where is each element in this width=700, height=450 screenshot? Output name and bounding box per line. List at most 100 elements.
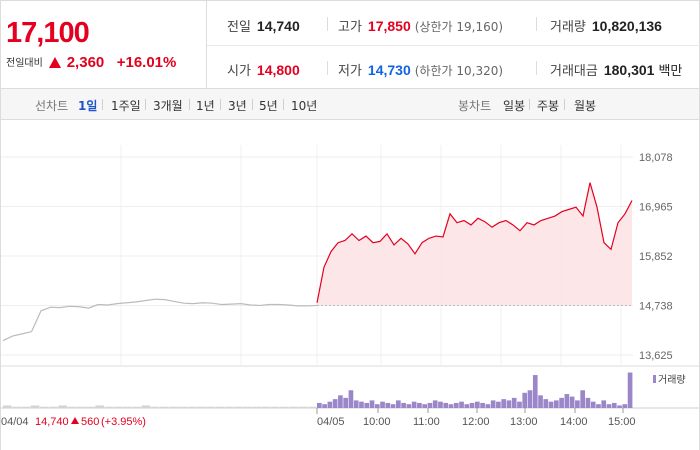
today-volume-bar xyxy=(496,401,501,408)
change-rate: +16.01% xyxy=(116,54,177,71)
turnover-stat: 거래대금 180,301 백만 xyxy=(550,60,682,79)
today-volume-bar xyxy=(490,400,496,408)
separator xyxy=(327,61,328,75)
prev-day-volume-bar xyxy=(30,405,40,408)
tab-3years[interactable]: 3년 xyxy=(228,99,247,113)
tab-5years[interactable]: 5년 xyxy=(259,99,278,113)
time-label: 11:00 xyxy=(413,416,440,428)
separator xyxy=(283,99,284,110)
today-volume-bar xyxy=(543,399,549,408)
today-volume-bar xyxy=(353,400,359,408)
prev-day-change-label: 560 xyxy=(81,416,99,428)
current-price: 17,100 xyxy=(6,17,90,49)
prev-day-volume-bar xyxy=(289,406,298,408)
turnover-value: 180,301 xyxy=(603,62,655,78)
prev-day-volume-bar xyxy=(160,406,169,408)
y-tick-label: 13,625 xyxy=(639,350,673,362)
today-volume-bar xyxy=(627,372,633,408)
change-row: 전일대비 2,360 +16.01% xyxy=(6,54,176,71)
today-volume-bar xyxy=(517,401,522,408)
chart-period-tabs: 선차트 1일 1주일 3개월 1년 3년 5년 10년 봉차트 일봉 주봉 월봉 xyxy=(0,89,700,120)
stats-panel: 전일 14,740 고가 17,850 (상한가 19,160) 거래량 10,820,… xyxy=(207,1,700,89)
today-volume-bar xyxy=(601,400,607,408)
stats-divider xyxy=(207,45,700,46)
today-volume-bar xyxy=(464,404,470,408)
tab-monthly[interactable]: 월봉 xyxy=(574,99,597,113)
today-volume-bar xyxy=(575,400,580,408)
prev-day-volume-bar xyxy=(196,406,206,408)
tab-1week[interactable]: 1주일 xyxy=(111,99,141,113)
prev-day-volume-bar xyxy=(298,406,308,408)
open-label: 시가 xyxy=(227,64,251,79)
low-stat: 저가 14,730 (하한가 10,320) xyxy=(338,60,503,79)
separator xyxy=(529,99,530,110)
separator xyxy=(327,17,328,31)
today-volume-bar xyxy=(475,401,480,408)
stock-summary: 17,100 전일대비 2,360 +16.01% 전일 14,740 고가 17,… xyxy=(0,0,700,89)
prev-day-volume-bar xyxy=(67,406,77,408)
today-volume-bar xyxy=(401,402,406,408)
separator xyxy=(564,99,565,110)
today-volume-bar xyxy=(506,400,512,408)
today-volume-bar xyxy=(522,392,528,408)
today-volume-bar xyxy=(374,404,380,408)
y-tick-label: 16,965 xyxy=(639,201,673,213)
today-volume-bar xyxy=(338,395,343,408)
prev-day-date-label: 04/04 xyxy=(1,416,29,428)
prev-day-volume-bar xyxy=(187,406,197,408)
separator xyxy=(189,99,190,110)
prev-day-line xyxy=(2,298,318,342)
today-volume-bar xyxy=(532,375,538,408)
change-value: 2,360 xyxy=(66,54,105,71)
prev-day-volume-bar xyxy=(252,406,261,408)
separator xyxy=(536,61,537,75)
prev-day-volume-bar xyxy=(233,406,243,408)
tab-1day[interactable]: 1일 xyxy=(78,99,98,113)
tab-daily[interactable]: 일봉 xyxy=(503,99,526,113)
today-volume-bar xyxy=(590,401,596,408)
today-volume-bar xyxy=(622,404,628,408)
today-volume-bar xyxy=(485,404,491,408)
change-label: 전일대비 xyxy=(6,58,43,69)
today-date-label: 04/05 xyxy=(317,416,345,428)
today-volume-bar xyxy=(559,397,564,408)
prev-day-volume-bar xyxy=(150,406,160,408)
today-area-fill xyxy=(317,182,632,306)
prev-day-volume-bar xyxy=(39,406,49,408)
prev-day-volume-bar xyxy=(169,406,178,408)
prev-close-label: 전일 xyxy=(227,20,251,35)
prev-day-volume-bar xyxy=(243,406,252,408)
prev-day-volume-bar xyxy=(12,406,21,408)
tab-weekly[interactable]: 주봉 xyxy=(537,99,560,113)
today-volume-bar xyxy=(611,402,617,408)
price-chart-area: 18,078 16,965 15,852 14,738 13,625 거래량 04/04… xyxy=(0,120,700,450)
price-chart[interactable]: 18,078 16,965 15,852 14,738 13,625 거래량 04/04… xyxy=(1,120,699,450)
prev-day-volume-bar xyxy=(21,406,31,408)
price-box: 17,100 전일대비 2,360 +16.01% xyxy=(1,1,207,89)
volume-legend-label: 거래량 xyxy=(658,374,686,386)
tab-10years[interactable]: 10년 xyxy=(291,99,318,113)
today-volume-bar xyxy=(564,394,570,408)
prev-day-volume-bar xyxy=(206,406,215,408)
tab-3months[interactable]: 3개월 xyxy=(153,99,183,113)
today-volume-bar xyxy=(396,400,401,408)
time-label: 13:00 xyxy=(510,416,538,428)
today-volume-bar xyxy=(369,400,375,408)
prev-day-volume-bar xyxy=(132,406,141,408)
today-volume-bar xyxy=(448,404,454,408)
today-volume-bar xyxy=(385,402,391,408)
today-volume-bar xyxy=(380,401,385,408)
today-volume-bar xyxy=(569,396,575,408)
tab-1year[interactable]: 1년 xyxy=(196,99,215,113)
prev-day-volume-bar xyxy=(113,406,123,408)
prev-day-volume-bar xyxy=(58,405,68,408)
high-value: 17,850 xyxy=(367,18,411,34)
today-volume-bar xyxy=(480,402,485,408)
volume-stat: 거래량 10,820,136 xyxy=(550,16,662,35)
today-volume-bar xyxy=(459,401,464,408)
today-volume-bar xyxy=(585,397,591,408)
today-volume-bar xyxy=(606,404,612,408)
separator xyxy=(252,99,253,110)
today-volume-bar xyxy=(348,390,354,408)
today-volume-bar xyxy=(327,401,333,408)
